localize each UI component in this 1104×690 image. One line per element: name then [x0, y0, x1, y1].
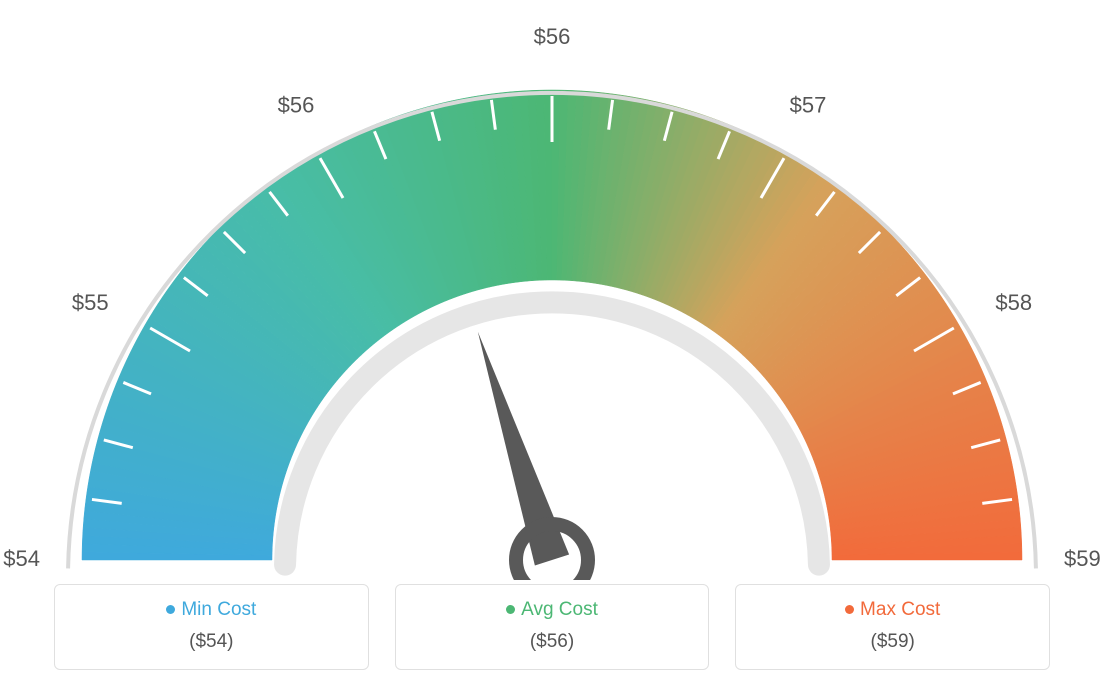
legend-value: ($56) [396, 631, 709, 653]
legend-label-text: Min Cost [181, 599, 256, 620]
legend-card: Max Cost ($59) [735, 584, 1050, 670]
gauge-tick-label: $56 [534, 24, 571, 49]
gauge-svg: $54 $55 $56 $56 $57 $58 $59 [0, 0, 1104, 580]
legend-dot-icon [166, 605, 175, 614]
gauge-tick-label: $54 [3, 546, 40, 571]
legend-card: Avg Cost ($56) [395, 584, 710, 670]
legend-value: ($54) [55, 631, 368, 653]
gauge-tick-label: $59 [1064, 546, 1101, 571]
gauge-chart: $54 $55 $56 $56 $57 $58 $59 [0, 0, 1104, 580]
legend-dot-icon [506, 605, 515, 614]
gauge-tick-label: $58 [995, 290, 1032, 315]
legend-label-text: Max Cost [860, 599, 940, 620]
legend-value: ($59) [736, 631, 1049, 653]
gauge-tick-label: $56 [278, 93, 315, 118]
gauge-arc [82, 90, 1022, 560]
legend-label: Min Cost [55, 599, 368, 621]
legend-label: Max Cost [736, 599, 1049, 621]
gauge-tick-label: $55 [72, 290, 109, 315]
legend-label-text: Avg Cost [521, 599, 598, 620]
legend-row: Min Cost ($54) Avg Cost ($56) Max Cost ($59) [0, 580, 1104, 670]
legend-card: Min Cost ($54) [54, 584, 369, 670]
legend-dot-icon [845, 605, 854, 614]
gauge-tick-label: $57 [790, 93, 827, 118]
legend-label: Avg Cost [396, 599, 709, 621]
